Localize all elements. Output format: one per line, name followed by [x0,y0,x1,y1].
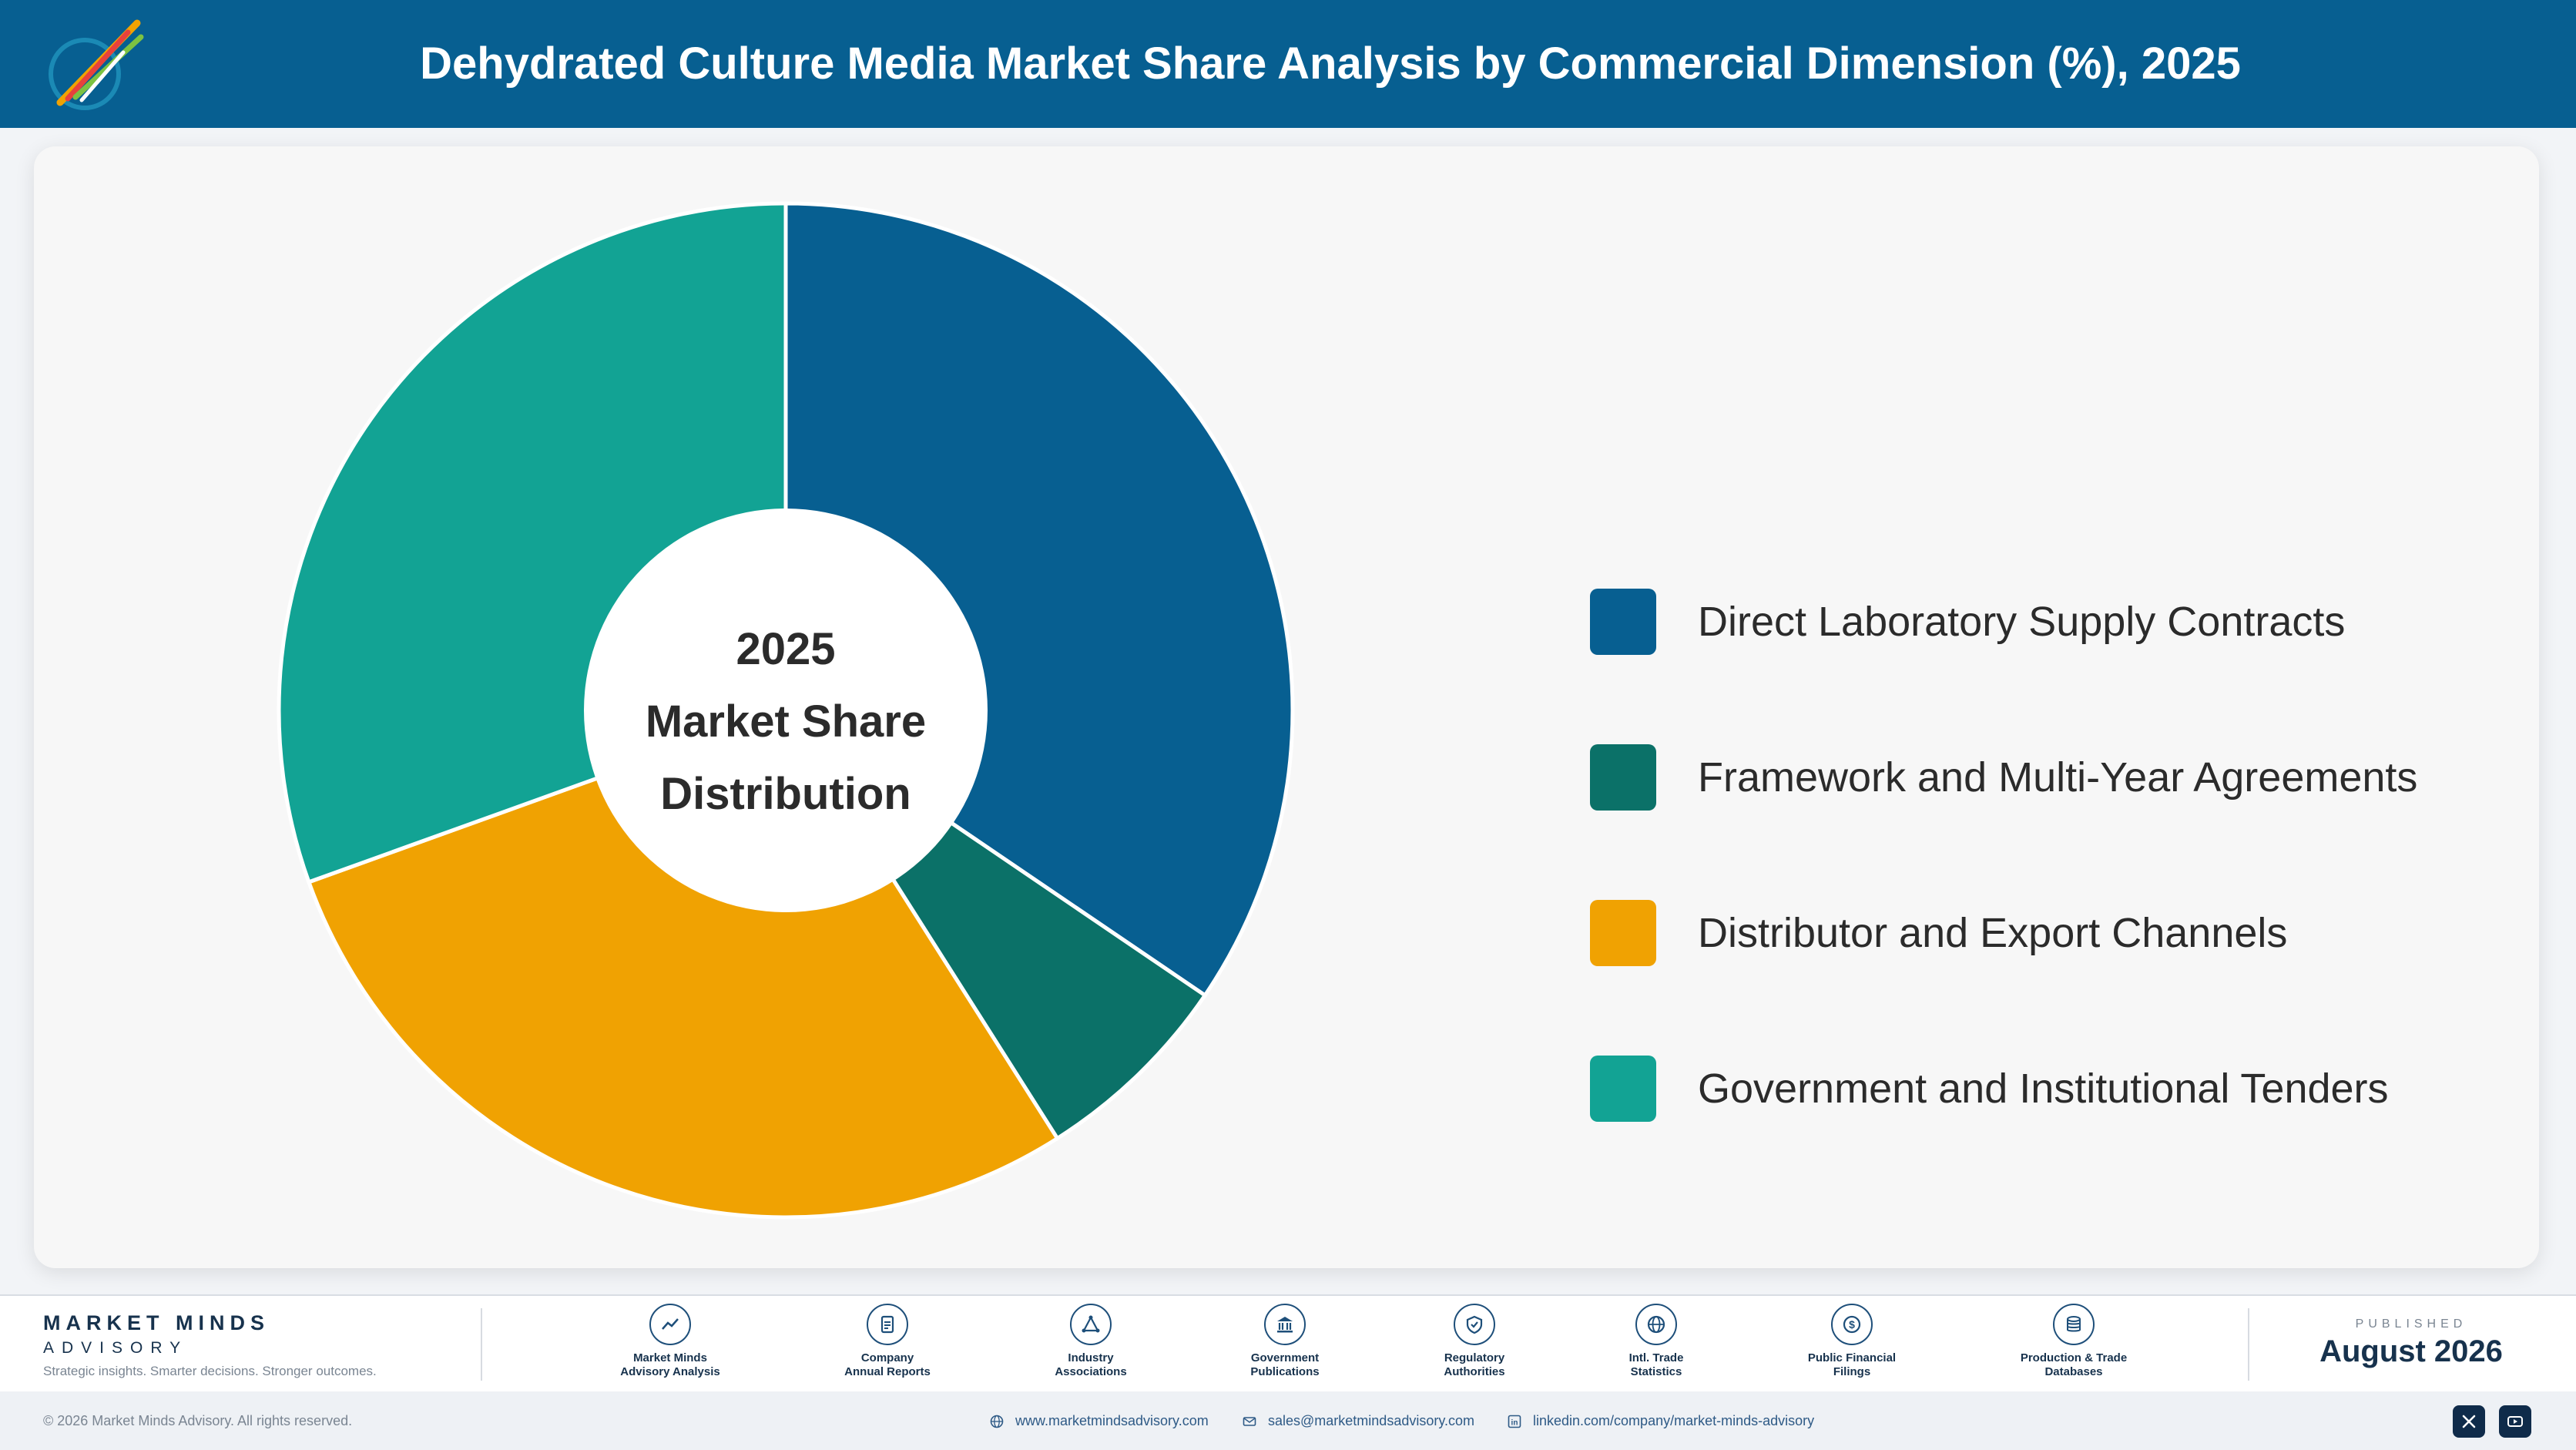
legend-label: Government and Institutional Tenders [1698,1066,2389,1112]
legend-label: Direct Laboratory Supply Contracts [1698,599,2346,645]
source-label: Government Publications [1250,1351,1320,1378]
legend-swatch [1590,900,1656,966]
website-link[interactable]: www.marketmindsadvisory.com [989,1391,1209,1450]
legend-label: Framework and Multi-Year Agreements [1698,754,2418,801]
legend-swatch [1590,744,1656,811]
divider [2248,1308,2249,1381]
shield-check-icon [1454,1304,1495,1345]
globe-icon [1635,1304,1677,1345]
center-label-line2: Market Share [646,696,926,747]
center-label-line3: Distribution [660,769,911,819]
network-icon [1070,1304,1112,1345]
rocket-logo-icon [49,19,144,110]
page-title: Dehydrated Culture Media Market Share An… [420,39,2241,89]
database-icon [2053,1304,2095,1345]
source-trade-databases: Production & Trade Databases [1997,1304,2151,1379]
source-market-minds: Market Minds Advisory Analysis [593,1304,747,1379]
legend-swatch [1590,589,1656,655]
source-label: Public Financial Filings [1807,1351,1897,1378]
brand-name: MARKET MINDS [43,1311,270,1334]
donut-chart: 2025 Market Share Distribution [277,201,1295,1220]
source-industry-associations: Industry Associations [1014,1304,1168,1379]
divider [481,1308,482,1381]
footer-contact-bar: © 2026 Market Minds Advisory. All rights… [0,1391,2576,1450]
header-bar: Dehydrated Culture Media Market Share An… [0,0,2576,128]
slice-distributor [306,707,1061,1220]
footer-sources-bar: MARKET MINDS ADVISORY Strategic insights… [0,1294,2576,1393]
brand-tagline: Strategic insights. Smarter decisions. S… [43,1364,377,1378]
dollar-coin-icon: $ [1831,1304,1873,1345]
mail-icon [1243,1417,1256,1427]
svg-text:in: in [1511,1419,1518,1428]
youtube-icon[interactable] [2499,1405,2531,1438]
legend-swatch [1590,1056,1656,1122]
source-label: Production & Trade Databases [2020,1351,2128,1378]
source-regulatory-authorities: Regulatory Authorities [1397,1304,1551,1379]
slice-direct-laboratory [783,201,1295,999]
email-link[interactable]: sales@marketmindsadvisory.com [1242,1391,1474,1450]
source-public-filings: $ Public Financial Filings [1775,1304,1929,1379]
source-label: Regulatory Authorities [1444,1351,1505,1378]
donut-hole [584,509,988,912]
source-label: Company Annual Reports [844,1351,931,1378]
published-label: PUBLISHED [2355,1317,2467,1331]
linkedin-text: linkedin.com/company/market-minds-adviso… [1533,1413,1815,1428]
government-building-icon [1264,1304,1306,1345]
source-government-publications: Government Publications [1208,1304,1362,1379]
linkedin-icon: in [1508,1415,1521,1428]
legend-label: Distributor and Export Channels [1698,910,2288,956]
source-trade-statistics: Intl. Trade Statistics [1579,1304,1733,1379]
chart-card: 2025 Market Share Distribution Direct La… [34,146,2539,1268]
brand-subtitle: ADVISORY [43,1339,189,1357]
document-icon [867,1304,908,1345]
source-label: Intl. Trade Statistics [1628,1351,1684,1378]
website-text: www.marketmindsadvisory.com [1015,1413,1209,1428]
email-text: sales@marketmindsadvisory.com [1268,1413,1475,1428]
svg-text:$: $ [1849,1318,1855,1331]
linkedin-link[interactable]: in linkedin.com/company/market-minds-advi… [1507,1391,1814,1450]
center-label-year: 2025 [736,624,835,674]
source-company-reports: Company Annual Reports [810,1304,964,1379]
x-icon[interactable] [2453,1405,2485,1438]
copyright-text: © 2026 Market Minds Advisory. All rights… [43,1413,353,1428]
globe-icon [990,1415,1004,1428]
source-label: Market Minds Advisory Analysis [620,1351,720,1378]
published-date: August 2026 [2319,1334,2503,1368]
source-label: Industry Associations [1055,1351,1127,1378]
trend-line-icon [649,1304,691,1345]
